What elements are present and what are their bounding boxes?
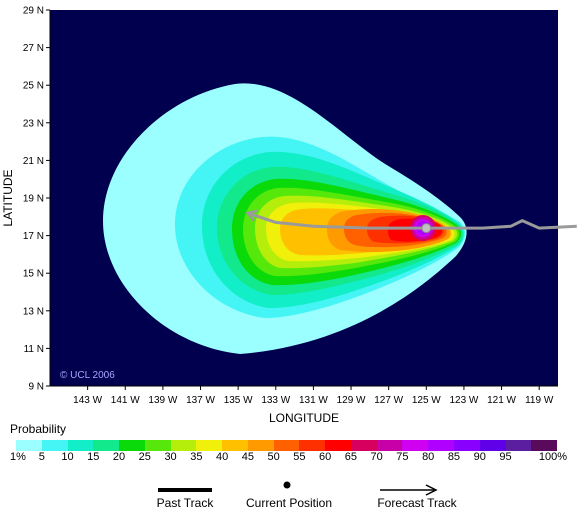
y-tick-label: 29 N (23, 6, 44, 17)
legend-swatch (170, 440, 197, 451)
x-tick-label: 119 W (525, 395, 554, 406)
legend-swatch (479, 440, 506, 451)
legend-label: 75 (396, 451, 409, 463)
legend-swatch (93, 440, 120, 451)
legend-label: 35 (190, 451, 203, 463)
x-tick-label: 129 W (337, 395, 366, 406)
x-tick-label: 143 W (73, 395, 102, 406)
x-tick-label: 131 W (299, 395, 328, 406)
y-tick-label: 21 N (23, 156, 44, 167)
past-track-line (426, 219, 577, 230)
y-tick-label: 23 N (23, 118, 44, 129)
y-tick-label: 25 N (23, 81, 44, 92)
y-tick-label: 15 N (23, 269, 44, 280)
y-tick-label: 13 N (23, 306, 44, 317)
legend-swatch (299, 440, 326, 451)
current-position-label: Current Position (245, 496, 333, 510)
legend-swatch (16, 440, 42, 451)
legend-swatch (144, 440, 171, 451)
x-axis-ticks: 143 W 141 W 139 W 137 W 135 W 133 W 131 W 129 W… (73, 386, 554, 406)
strike-probability-map: © UCL 2006 143 W 141 W 139 W 137 W 135 W 133 … (1, 6, 577, 425)
legend-label: 10 (61, 451, 74, 463)
legend-swatch (428, 440, 455, 451)
legend-swatch (454, 440, 480, 451)
x-tick-label: 123 W (449, 395, 478, 406)
legend-label: 65 (344, 451, 358, 463)
legend-label: 20 (112, 451, 126, 463)
x-tick-label: 133 W (261, 395, 290, 406)
legend-swatch (41, 440, 68, 451)
y-axis-title: LATITUDE (1, 169, 15, 226)
copyright-label: © UCL 2006 (60, 370, 115, 381)
y-tick-label: 11 N (24, 344, 44, 355)
legend-label: 30 (164, 451, 177, 463)
legend-swatch (531, 440, 558, 451)
x-tick-label: 137 W (186, 395, 215, 406)
y-tick-label: 19 N (23, 194, 44, 205)
legend-swatch (196, 440, 223, 451)
current-position-marker (421, 223, 432, 234)
legend-label: 15 (87, 451, 100, 463)
legend-swatch (67, 440, 94, 451)
forecast-arrowhead (245, 209, 258, 222)
x-tick-label: 121 W (487, 395, 516, 406)
past-track-label: Past Track (156, 496, 214, 510)
y-tick-label: 27 N (23, 43, 44, 54)
legend-label: 80 (422, 451, 435, 463)
legend-label: 95 (499, 451, 512, 463)
legend-swatch (273, 440, 300, 451)
legend-label: 100% (538, 451, 568, 463)
legend-label: 25 (138, 451, 151, 463)
probability-scale-labels: 1% 5 10 15 20 25 30 35 40 45 50 55 60 65 70 75 80 85 90 95 1… (0, 451, 580, 465)
legend-swatch (505, 440, 532, 451)
legend-label: 45 (241, 451, 254, 463)
forecast-arrow-icon (425, 484, 438, 496)
y-tick-label: 9 N (28, 382, 44, 393)
track-key-symbols (158, 481, 438, 496)
legend-swatch (247, 440, 274, 451)
track-key: Past Track Current Position Forecast Tra… (0, 478, 580, 518)
legend-label: 90 (473, 451, 486, 463)
x-tick-label: 141 W (111, 395, 140, 406)
legend-label: 85 (447, 451, 461, 463)
forecast-track-label: Forecast Track (377, 496, 457, 510)
legend-label: 5 (38, 451, 45, 463)
y-tick-label: 17 N (23, 231, 44, 242)
legend-swatch (350, 440, 377, 451)
current-position-symbol (283, 481, 291, 489)
y-axis-ticks: 29 N 27 N 25 N 23 N 21 N 19 N 17 N 15 N 13 N 11 N… (23, 6, 50, 393)
legend-label: 1% (10, 451, 26, 463)
x-tick-label: 127 W (374, 395, 403, 406)
x-axis-title: LONGITUDE (269, 411, 339, 425)
legend-swatch (119, 440, 145, 451)
legend-label: 60 (319, 451, 332, 463)
x-tick-label: 125 W (412, 395, 441, 406)
legend-swatch (325, 440, 351, 451)
legend-label: 50 (267, 451, 280, 463)
legend-label: 70 (370, 451, 383, 463)
x-tick-label: 135 W (224, 395, 253, 406)
legend-title: Probability (10, 422, 67, 436)
forecast-track-line (247, 211, 427, 230)
legend-swatch (222, 440, 248, 451)
legend-label: 40 (215, 451, 229, 463)
probability-color-scale (16, 440, 558, 451)
x-tick-label: 139 W (148, 395, 177, 406)
legend-swatch (376, 440, 403, 451)
legend-label: 55 (293, 451, 306, 463)
legend-swatch (402, 440, 429, 451)
